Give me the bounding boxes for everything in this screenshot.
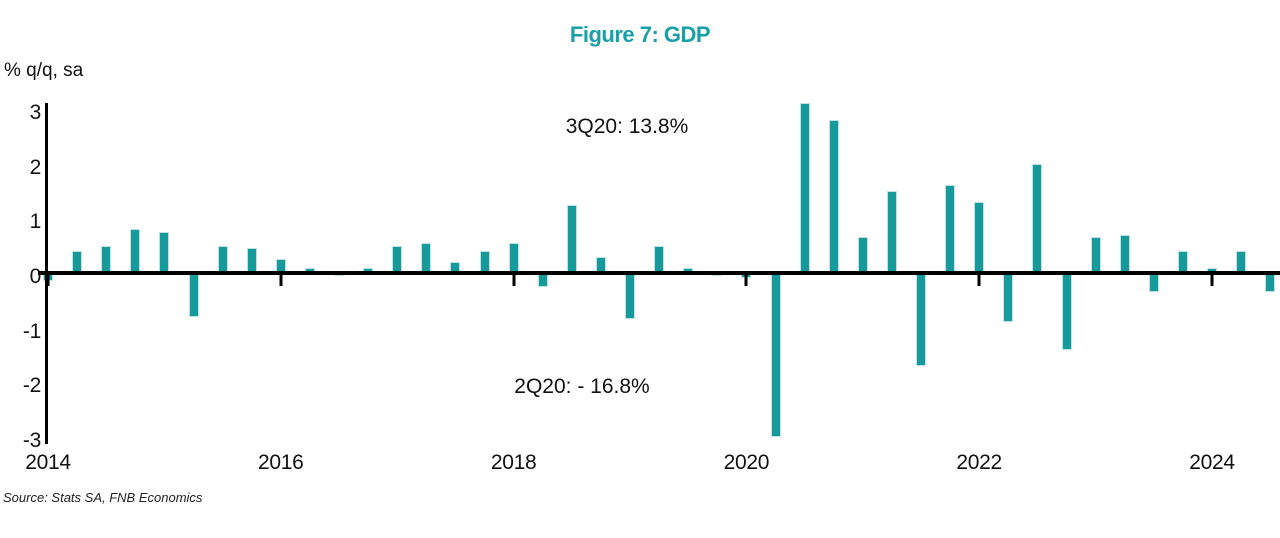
bar-2Q23 <box>1119 234 1130 273</box>
x-tick-mark-2022 <box>977 272 981 286</box>
bar-4Q22 <box>1061 273 1072 350</box>
bar-2Q17 <box>421 242 432 273</box>
y-tick-label-0: 0 <box>29 265 42 288</box>
x-tick-label-2024: 2024 <box>1189 451 1235 474</box>
bar-2Q18 <box>537 273 548 287</box>
x-tick-label-2014: 2014 <box>25 451 71 474</box>
y-tick-label-2: 2 <box>29 155 42 179</box>
x-tick-mark-2018 <box>512 272 516 286</box>
bar-4Q15 <box>246 248 257 273</box>
bar-2Q20 <box>770 273 781 438</box>
bar-4Q21 <box>945 185 956 273</box>
bar-3Q15 <box>217 245 228 273</box>
bar-3Q22 <box>1032 163 1043 273</box>
y-tick-label-1: 1 <box>29 210 42 234</box>
bar-3Q24 <box>1265 273 1276 293</box>
bar-1Q23 <box>1090 237 1101 273</box>
y-tick-label--1: -1 <box>22 319 41 343</box>
bar-2Q15 <box>188 273 199 317</box>
bar-1Q17 <box>392 245 403 273</box>
x-tick-label-2022: 2022 <box>956 451 1002 474</box>
bar-3Q18 <box>566 204 577 273</box>
y-tick-label--2: -2 <box>22 374 41 398</box>
x-tick-label-2020: 2020 <box>723 451 770 474</box>
bar-3Q14 <box>101 245 112 273</box>
bar-3Q21 <box>916 273 926 366</box>
source-note: Source: Stats SA, FNB Economics <box>3 490 203 505</box>
x-tick-mark-2024 <box>1210 272 1214 286</box>
x-tick-label-2018: 2018 <box>490 451 537 474</box>
bar-4Q20 <box>828 119 839 273</box>
bar-2Q21 <box>886 190 897 273</box>
x-tick-label-2016: 2016 <box>258 451 304 474</box>
bar-1Q19 <box>625 273 635 320</box>
bar-1Q15 <box>159 231 170 273</box>
x-axis-zero-line <box>38 270 1280 275</box>
bar-1Q21 <box>857 237 868 273</box>
x-tick-mark-2016 <box>279 272 283 286</box>
y-tick-label-3: 3 <box>29 100 42 124</box>
y-axis-unit-label: % q/q, sa <box>4 60 84 81</box>
bar-3Q23 <box>1148 273 1159 293</box>
x-tick-mark-2014 <box>46 272 50 286</box>
annotation-2Q20: 2Q20: - 16.8% <box>514 375 650 398</box>
y-tick-label--3: -3 <box>22 429 41 453</box>
x-tick-mark-2020 <box>744 272 748 286</box>
bar-2Q22 <box>1003 273 1014 323</box>
bar-2Q19 <box>654 245 665 273</box>
bar-3Q20 <box>799 103 810 273</box>
bar-4Q14 <box>130 229 141 273</box>
chart-title: Figure 7: GDP <box>569 22 711 47</box>
bar-1Q18 <box>508 242 519 273</box>
bar-1Q22 <box>974 201 985 273</box>
annotation-3Q20: 3Q20: 13.8% <box>565 115 689 138</box>
